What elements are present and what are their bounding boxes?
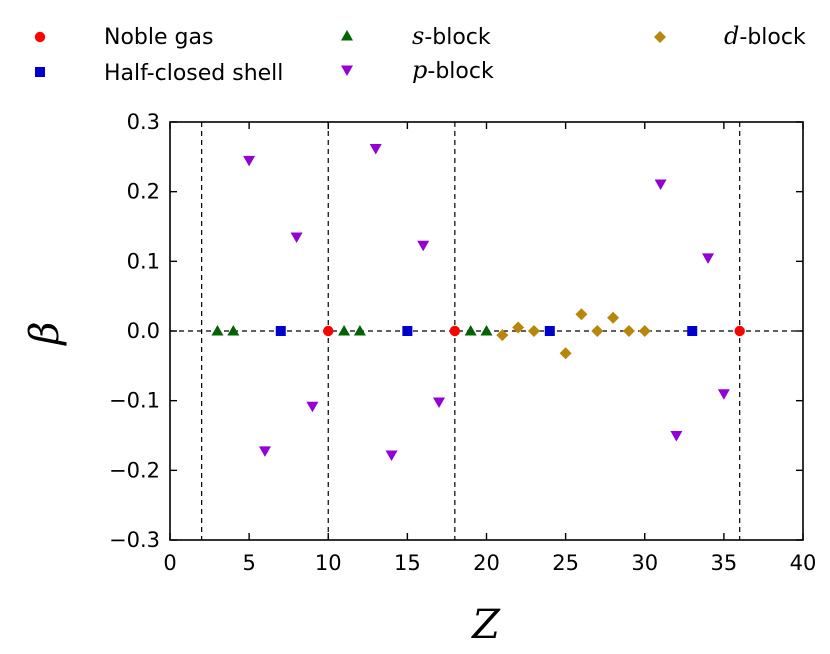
y-axis-label: β	[22, 321, 68, 346]
point-noble-gas	[734, 325, 745, 337]
point-d-block	[559, 347, 572, 360]
point-d-block	[638, 325, 651, 337]
x-tick-label: 35	[711, 551, 738, 575]
legend-label-half-closed-shell: Half-closed shell	[104, 61, 283, 86]
legend-label-d-block: d-block	[724, 22, 806, 50]
legend-label-s-block: s-block	[412, 22, 491, 50]
point-d-block	[527, 325, 540, 337]
x-tick-label: 10	[315, 551, 342, 575]
x-tick-label: 20	[473, 551, 500, 575]
y-tick-label: −0.2	[109, 458, 160, 482]
point-s-block	[464, 325, 477, 336]
point-p-block	[306, 401, 319, 413]
point-noble-gas	[323, 325, 334, 337]
point-s-block	[480, 325, 493, 336]
legend: Noble gas Half-closed shell s-block p-block…	[34, 22, 806, 86]
axis-ticks: 0 5 10 15 20 25 30 35 40 0.3 0.2 0.1 0.0 −0.1 −0.2 −0.3	[109, 110, 816, 575]
point-p-block	[654, 179, 667, 191]
point-d-block	[591, 325, 604, 337]
point-p-block	[369, 143, 382, 155]
legend-label-p-block: p-block	[412, 56, 494, 84]
legend-marker-d-block	[654, 31, 666, 43]
point-p-block	[433, 397, 446, 409]
legend-marker-p-block	[341, 65, 353, 76]
x-tick-label: 0	[163, 551, 176, 575]
x-axis-label: Z	[470, 602, 501, 648]
point-p-block	[702, 253, 715, 264]
point-d-block	[512, 321, 525, 334]
point-p-block	[417, 240, 430, 252]
point-half-closed-shell	[687, 326, 698, 336]
y-tick-label: 0.0	[127, 319, 160, 343]
x-tick-label: 30	[631, 551, 658, 575]
point-p-block	[243, 155, 256, 167]
y-tick-label: 0.2	[127, 180, 160, 204]
point-noble-gas	[449, 325, 461, 337]
point-s-block	[353, 325, 366, 336]
legend-marker-noble-gas	[34, 31, 46, 43]
plot-area	[169, 121, 804, 541]
point-d-block	[622, 325, 635, 337]
point-half-closed-shell	[402, 326, 413, 336]
point-half-closed-shell	[544, 326, 555, 336]
x-tick-label: 5	[242, 551, 255, 575]
point-d-block	[575, 308, 588, 321]
legend-label-noble-gas: Noble gas	[104, 25, 213, 50]
legend-marker-s-block	[341, 30, 353, 41]
x-tick-label: 40	[790, 551, 817, 575]
y-tick-label: 0.1	[127, 249, 160, 273]
point-d-block	[496, 329, 509, 342]
point-p-block	[258, 446, 271, 457]
point-p-block	[670, 431, 683, 442]
point-d-block	[607, 311, 620, 324]
point-p-block	[290, 232, 303, 243]
point-p-block	[385, 450, 398, 462]
y-tick-label: −0.3	[109, 528, 160, 552]
point-s-block	[227, 325, 240, 336]
point-p-block	[717, 389, 730, 400]
legend-marker-half-closed-shell	[35, 67, 45, 77]
y-tick-label: −0.1	[109, 389, 160, 413]
point-s-block	[211, 325, 224, 336]
point-half-closed-shell	[275, 326, 286, 336]
point-s-block	[338, 325, 351, 336]
y-tick-label: 0.3	[127, 110, 160, 134]
x-tick-label: 15	[394, 551, 421, 575]
x-tick-label: 25	[552, 551, 579, 575]
